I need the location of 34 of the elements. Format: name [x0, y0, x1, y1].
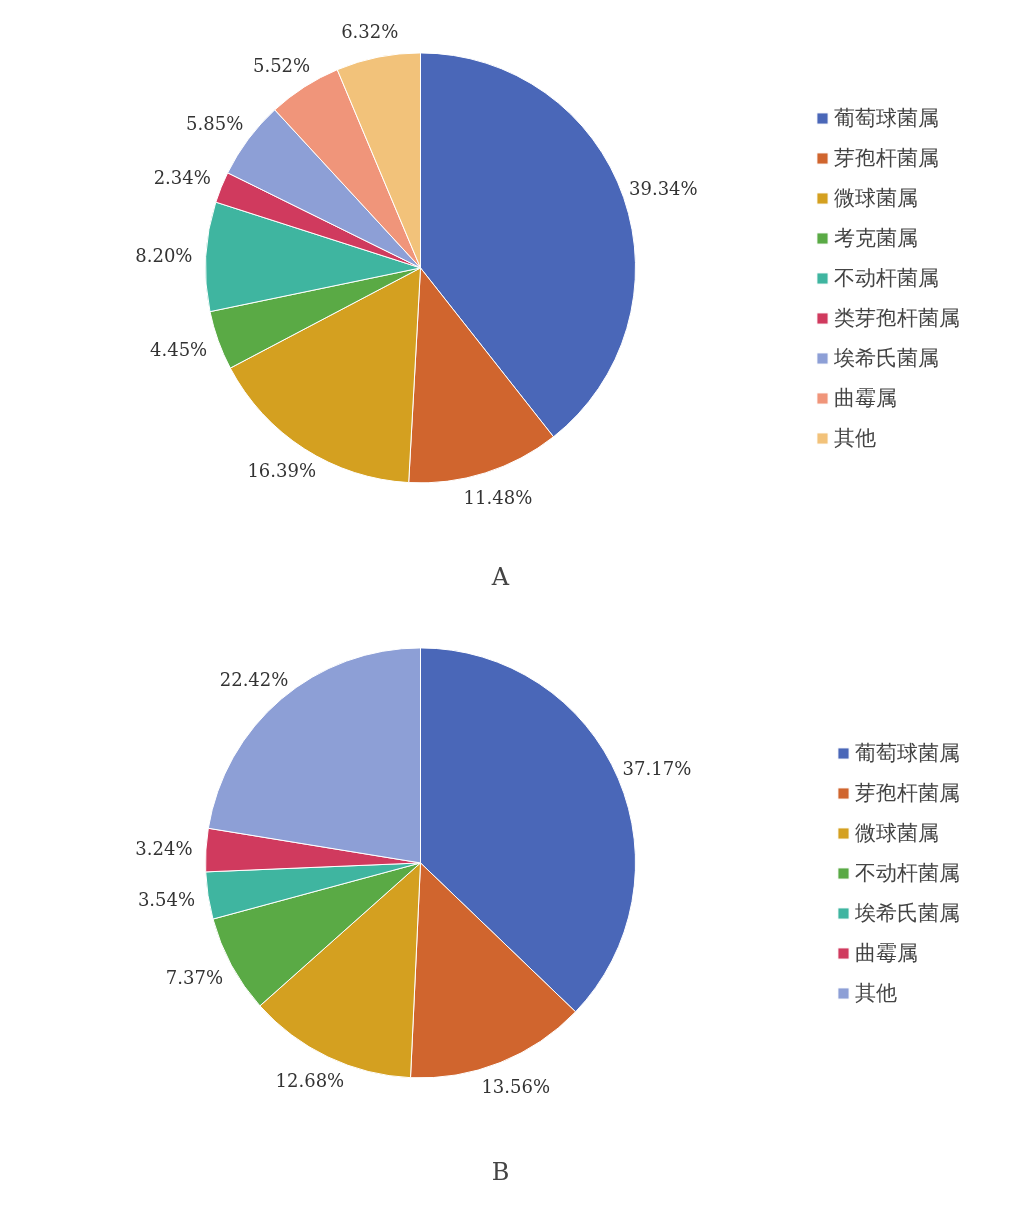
legend-label: 其他: [855, 979, 897, 1007]
data-label: 37.17%: [622, 757, 692, 779]
data-label: 6.32%: [341, 20, 399, 42]
data-label: 13.56%: [481, 1076, 551, 1098]
legend-label: 葡萄球菌属: [855, 739, 960, 767]
legend-label: 曲霉属: [855, 939, 918, 967]
data-label: 7.37%: [165, 967, 224, 989]
legend-label: 微球菌属: [834, 184, 918, 212]
data-label: 11.48%: [463, 487, 533, 509]
legend-label: 考克菌属: [834, 224, 918, 252]
data-label: 8.20%: [135, 244, 193, 266]
legend-label: 类芽孢杆菌属: [834, 304, 960, 332]
data-label: 16.39%: [247, 460, 317, 482]
legend-label: 葡萄球菌属: [834, 104, 939, 132]
legend-label: 芽孢杆菌属: [834, 144, 939, 172]
legend-label: 不动杆菌属: [855, 859, 960, 887]
legend-label: 其他: [834, 424, 876, 452]
text: B: [491, 1157, 510, 1186]
data-label: 39.34%: [629, 178, 698, 200]
data-label: 3.24%: [135, 837, 193, 859]
legend-label: 曲霉属: [834, 384, 897, 412]
data-label: 22.42%: [219, 668, 289, 690]
data-label: 2.34%: [153, 166, 211, 188]
data-label: 12.68%: [275, 1070, 345, 1092]
data-label: 5.85%: [186, 112, 244, 134]
data-label: 3.54%: [137, 889, 196, 911]
data-label: 5.52%: [252, 54, 311, 76]
legend-label: 微球菌属: [855, 819, 939, 847]
data-label: 4.45%: [150, 338, 208, 360]
legend-label: 埃希氏菌属: [834, 344, 939, 372]
legend-label: 芽孢杆菌属: [855, 779, 960, 807]
legend-label: 不动杆菌属: [834, 264, 939, 292]
text: A: [490, 562, 510, 591]
legend-label: 埃希氏菌属: [855, 899, 960, 927]
